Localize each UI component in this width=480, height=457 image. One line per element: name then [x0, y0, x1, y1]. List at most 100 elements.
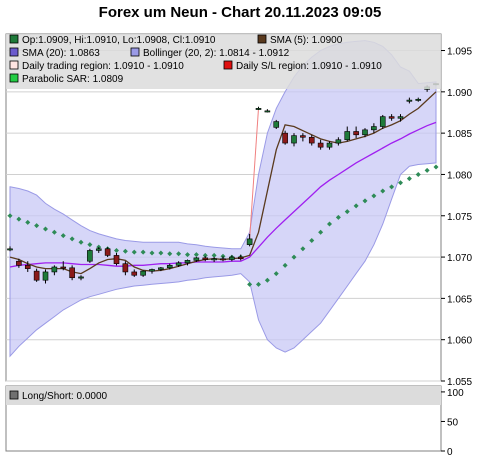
sar-point-4: [43, 226, 48, 232]
candle-body-16: [149, 269, 155, 272]
candle-body-42: [379, 116, 386, 127]
sar-point-48: [433, 164, 439, 170]
y-tick-label-5: 1.080: [447, 170, 472, 181]
candle-body-31: [282, 132, 288, 144]
candle-body-3: [33, 270, 40, 281]
red-square-icon: [223, 60, 233, 70]
legend-entry-4: Daily trading region: 1.0910 - 1.0910: [22, 61, 184, 72]
candle-body-21: [193, 257, 200, 261]
candle-body-17: [158, 267, 164, 270]
sar-point-38: [344, 209, 350, 215]
sar-point-13: [122, 248, 128, 254]
lavender-square-icon: [130, 47, 140, 57]
sar-point-39: [353, 203, 359, 209]
sar-point-30: [273, 271, 279, 277]
green-square-icon: [9, 34, 19, 44]
sar-point-31: [282, 262, 288, 268]
candle-body-36: [326, 142, 333, 148]
sar-point-45: [406, 176, 412, 182]
candle-body-18: [166, 265, 173, 269]
candle-body-35: [317, 142, 324, 148]
sma20-line: [9, 121, 437, 268]
sar-point-6: [60, 233, 66, 239]
legend-entry-3: Bollinger (20, 2): 1.0814 - 1.0912: [143, 48, 290, 59]
candle-body-34: [308, 136, 315, 144]
legend-entry-2: SMA (20): 1.0863: [22, 48, 100, 59]
candle-body-11: [104, 248, 111, 256]
candle-body-39: [353, 131, 359, 136]
candle-body-14: [131, 271, 138, 276]
lower-legend-box: [6, 386, 441, 405]
sar-point-32: [291, 254, 297, 260]
sar-point-40: [362, 198, 368, 204]
bollinger-band: [9, 40, 437, 358]
sar-point-0: [7, 213, 13, 219]
sar-point-35: [318, 229, 324, 235]
candle-body-9: [87, 250, 93, 262]
candle-body-15: [140, 270, 146, 276]
lower-y-tick-label-2: 0: [447, 447, 453, 457]
sar-point-12: [114, 247, 119, 253]
y-tick-label-2: 1.065: [447, 294, 472, 305]
sar-point-14: [131, 249, 137, 255]
candle-body-38: [344, 131, 351, 141]
parabolic-sar-dots: [7, 164, 439, 287]
sar-point-2: [25, 219, 31, 225]
sar-point-44: [398, 180, 403, 186]
y-tick-label-4: 1.075: [447, 212, 472, 223]
sar-point-3: [34, 223, 40, 229]
sar-point-41: [371, 193, 377, 199]
sar-point-47: [424, 167, 430, 173]
sar-point-34: [309, 238, 315, 244]
candle-body-29: [264, 110, 271, 113]
candle-body-20: [184, 260, 191, 264]
chart-title: Forex um Neun - Chart 20.11.2023 09:05: [98, 4, 382, 21]
sar-point-9: [87, 242, 93, 248]
candle-body-19: [175, 262, 182, 266]
gray-square-icon: [9, 390, 19, 400]
legend-box: [6, 34, 441, 89]
candle-body-2: [24, 265, 31, 269]
sar-point-20: [185, 252, 190, 258]
candle-body-27: [246, 238, 253, 245]
candle-body-46: [415, 98, 422, 101]
candle-body-8: [78, 276, 84, 279]
sar-point-18: [167, 251, 173, 257]
candle-body-45: [406, 99, 413, 102]
candle-body-28: [255, 108, 262, 110]
y-tick-label-8: 1.095: [447, 47, 472, 58]
bright-green-square-icon: [9, 73, 19, 83]
sar-point-36: [327, 221, 332, 227]
sar-point-23: [211, 252, 217, 258]
candle-body-10: [95, 248, 102, 251]
candle-body-25: [229, 256, 235, 260]
sar-point-7: [69, 236, 75, 242]
lower-y-tick-label-0: 100: [447, 388, 464, 399]
sar-point-22: [202, 252, 208, 258]
candle-body-22: [202, 257, 209, 260]
candle-body-1: [16, 260, 22, 266]
candle-body-37: [335, 139, 342, 144]
candle-body-13: [122, 263, 129, 273]
candle-body-4: [42, 271, 49, 281]
candle-body-32: [291, 135, 297, 144]
sar-point-1: [16, 216, 22, 222]
pink-square-icon: [9, 60, 19, 70]
y-tick-label-7: 1.090: [447, 88, 472, 99]
candlesticks: [7, 83, 439, 284]
long-short-legend: Long/Short: 0.0000: [22, 391, 108, 402]
y-tick-label-1: 1.060: [447, 336, 472, 347]
candle-body-5: [51, 266, 58, 273]
legend-entry-6: Parabolic SAR: 1.0809: [22, 74, 124, 85]
sar-point-19: [176, 251, 182, 257]
sar-point-33: [300, 246, 306, 252]
candle-body-7: [69, 267, 75, 279]
candle-body-12: [113, 255, 120, 264]
sar-point-15: [140, 249, 146, 255]
sar-point-37: [335, 214, 341, 220]
candle-body-44: [397, 116, 404, 119]
candle-body-30: [273, 121, 280, 128]
candle-body-33: [300, 135, 306, 138]
legend-entry-0: Op:1.0909, Hi:1.0910, Lo:1.0908, Cl:1.09…: [22, 35, 216, 46]
